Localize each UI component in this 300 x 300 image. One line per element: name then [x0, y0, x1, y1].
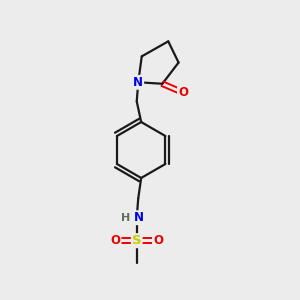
Text: O: O	[178, 86, 188, 99]
Text: S: S	[132, 234, 142, 247]
Text: O: O	[153, 234, 163, 247]
Text: N: N	[134, 211, 144, 224]
Text: N: N	[133, 76, 143, 89]
Text: H: H	[121, 213, 130, 223]
Text: O: O	[111, 234, 121, 247]
